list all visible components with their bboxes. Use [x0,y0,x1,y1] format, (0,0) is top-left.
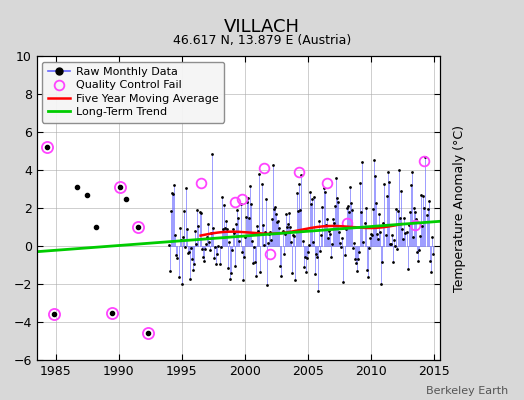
Legend: Raw Monthly Data, Quality Control Fail, Five Year Moving Average, Long-Term Tren: Raw Monthly Data, Quality Control Fail, … [42,62,224,123]
Text: 46.617 N, 13.879 E (Austria): 46.617 N, 13.879 E (Austria) [173,34,351,47]
Text: Berkeley Earth: Berkeley Earth [426,386,508,396]
Text: VILLACH: VILLACH [224,18,300,36]
Y-axis label: Temperature Anomaly (°C): Temperature Anomaly (°C) [453,124,466,292]
